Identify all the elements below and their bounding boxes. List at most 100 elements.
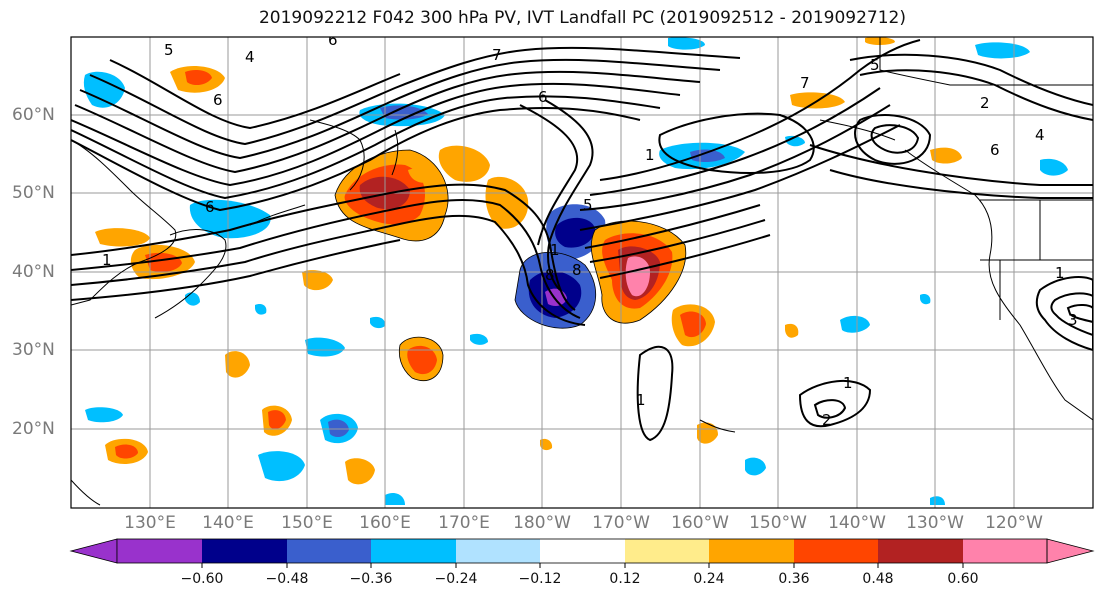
contour-label: 8 — [572, 261, 582, 279]
positive-anomaly — [225, 351, 250, 378]
contour-label: 2 — [822, 411, 832, 429]
negative-anomaly — [745, 457, 766, 476]
colorbar-tick-label: −0.12 — [518, 571, 562, 587]
colorbar-segment — [202, 539, 287, 563]
contour-label: 6 — [538, 88, 548, 106]
negative-anomaly — [668, 37, 705, 50]
colorbar-tick-label: 0.24 — [693, 571, 725, 587]
negative-anomaly — [370, 316, 386, 329]
lon-label: 130°W — [906, 513, 964, 533]
colorbar-min-arrow — [69, 538, 118, 564]
negative-anomaly — [380, 105, 428, 120]
contour-label: 4 — [1035, 126, 1045, 144]
contour-label: 1 — [636, 391, 646, 409]
lat-label: 60°N — [12, 105, 55, 125]
positive-anomaly — [185, 70, 212, 86]
positive-anomaly — [115, 444, 138, 459]
negative-anomaly — [470, 333, 488, 345]
map-frame — [70, 36, 1094, 509]
negative-anomaly — [385, 493, 405, 505]
colorbar-tick-label: −0.36 — [349, 571, 393, 587]
negative-anomaly — [83, 71, 125, 108]
lon-label: 140°E — [202, 513, 254, 533]
colorbar-tick-label: 0.60 — [947, 571, 979, 587]
positive-anomaly — [785, 323, 799, 338]
negative-anomaly — [189, 199, 271, 239]
positive-anomaly — [408, 168, 431, 183]
negative-anomaly — [328, 419, 349, 438]
negative-anomaly — [255, 303, 267, 315]
colorbar-segment — [117, 539, 202, 563]
positive-anomaly — [625, 256, 650, 297]
pv-thin-contours — [334, 149, 687, 381]
negative-anomaly — [975, 42, 1030, 59]
lon-label: 160°W — [671, 513, 729, 533]
lon-label: 170°W — [592, 513, 650, 533]
lon-label: 160°E — [359, 513, 411, 533]
positive-anomaly — [268, 410, 286, 430]
contour-label: 1 — [550, 241, 560, 259]
lat-label: 30°N — [12, 340, 55, 360]
positive-anomaly — [302, 270, 333, 291]
contour-label: 6 — [205, 198, 215, 216]
contour-label: 6 — [213, 91, 223, 109]
contour-label: 6 — [328, 31, 338, 49]
colorbar-segment — [371, 539, 456, 563]
colorbar-segment — [878, 539, 963, 563]
lat-label: 20°N — [12, 419, 55, 439]
negative-anomaly — [555, 217, 595, 248]
lon-label: 120°W — [985, 513, 1043, 533]
colorbar-outline — [116, 538, 1048, 564]
colorbar-tick-label: −0.60 — [180, 571, 224, 587]
colorbar-segment — [540, 539, 625, 563]
colorbar-tick-label: 0.12 — [609, 571, 641, 587]
colorbar-tick-label: −0.24 — [434, 571, 478, 587]
lat-label: 50°N — [12, 183, 55, 203]
lon-label: 150°E — [281, 513, 333, 533]
contour-label: 5 — [870, 56, 880, 74]
negative-anomaly — [258, 451, 305, 482]
negative-anomaly — [690, 149, 725, 163]
map-title: 2019092212 F042 300 hPa PV, IVT Landfall… — [258, 8, 906, 28]
contour-labels: 5 4 6 1 6 6 1 7 7 5 2 4 6 8 1 5 8 1 1 2 … — [102, 31, 1078, 429]
negative-anomaly — [85, 407, 123, 423]
lon-label: 150°W — [749, 513, 807, 533]
contour-label: 1 — [645, 146, 655, 164]
contour-label: 2 — [980, 94, 990, 112]
colorbar-tick-label: −0.48 — [265, 571, 309, 587]
colorbar-segment — [963, 539, 1047, 563]
negative-anomaly — [930, 496, 945, 505]
colorbar-segment — [625, 539, 709, 563]
map-area: 5 4 6 1 6 6 1 7 7 5 2 4 6 8 1 5 8 1 1 2 … — [71, 31, 1093, 508]
contour-label: 1 — [843, 374, 853, 392]
colorbar-segment — [794, 539, 878, 563]
positive-anomaly — [95, 228, 150, 247]
colorbar-max-arrow — [1046, 538, 1095, 564]
positive-anomaly — [345, 458, 375, 485]
contour-label: 7 — [800, 74, 810, 92]
contour-label: 5 — [164, 41, 174, 59]
contour-label: 5 — [583, 196, 593, 214]
positive-anomaly — [485, 176, 529, 229]
colorbar — [69, 538, 1095, 568]
lon-label: 180°W — [513, 513, 571, 533]
negative-anomaly — [1040, 158, 1068, 176]
positive-anomaly — [930, 147, 962, 164]
negative-anomaly — [840, 315, 870, 333]
lat-label: 40°N — [12, 262, 55, 282]
positive-anomaly — [407, 345, 437, 375]
colorbar-segment — [456, 539, 540, 563]
contour-label: 1 — [1055, 264, 1065, 282]
contour-label: 3 — [1068, 311, 1078, 329]
lon-label: 170°E — [438, 513, 490, 533]
contour-label: 8 — [545, 266, 555, 284]
colorbar-tick-label: 0.48 — [862, 571, 894, 587]
contour-label: 4 — [245, 48, 255, 66]
contour-label: 1 — [102, 251, 112, 269]
negative-anomaly — [920, 293, 931, 305]
contour-label: 7 — [492, 46, 502, 64]
colorbar-segment — [287, 539, 371, 563]
ivt-contours — [71, 39, 1093, 442]
lon-label: 140°W — [828, 513, 886, 533]
